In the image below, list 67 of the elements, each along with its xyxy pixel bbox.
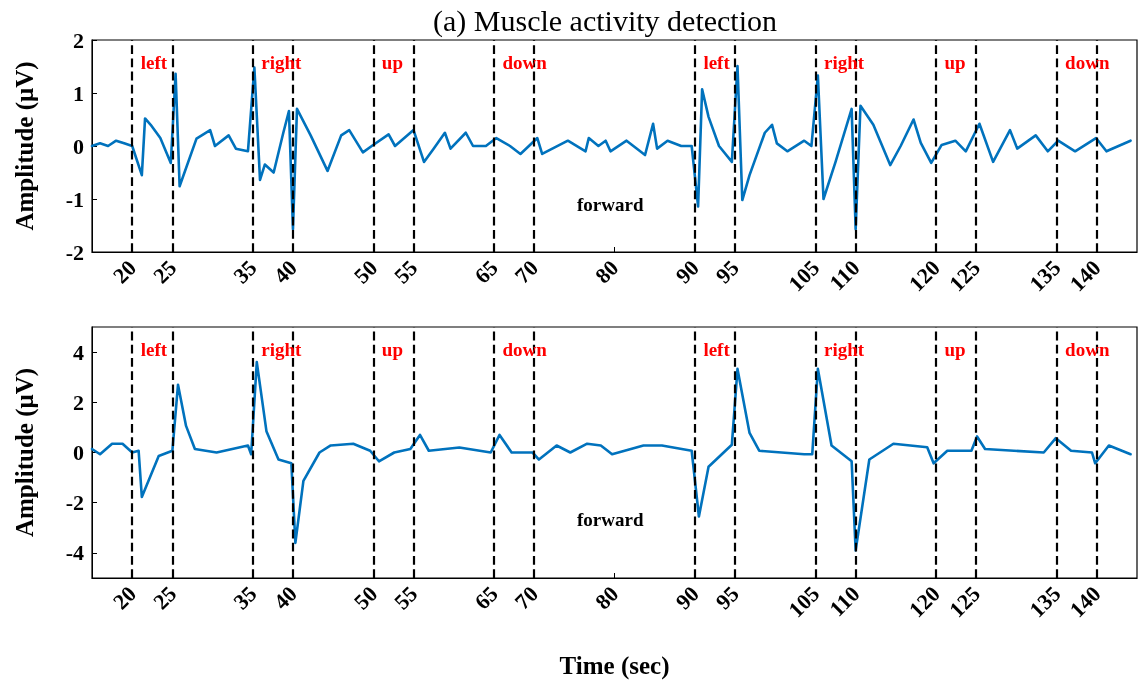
y-axis-title: Amplitude (μV) (11, 367, 39, 538)
y-tick-label: 0 (73, 133, 84, 159)
y-tick-label: -2 (65, 490, 84, 516)
x-tick-label: 40 (268, 255, 302, 289)
x-axis-title: Time (sec) (559, 652, 670, 680)
x-tick-label: 105 (783, 581, 825, 623)
x-tick-label: 110 (824, 581, 865, 622)
annotation: forward (577, 193, 644, 215)
x-tick-label: 125 (944, 255, 986, 297)
annotation: forward (577, 509, 644, 531)
ref-line-label: right (261, 338, 303, 360)
x-tick-label: 50 (348, 581, 383, 615)
x-tick-label: 95 (710, 581, 744, 615)
ref-line-label: down (502, 51, 548, 73)
x-tick-label: 55 (389, 255, 423, 289)
x-tick-label: 25 (148, 255, 182, 289)
ref-line-label: right (261, 51, 303, 73)
ref-line-label: left (703, 51, 731, 73)
ref-line-label: up (381, 338, 403, 360)
x-tick-label: 55 (389, 581, 423, 615)
x-tick-label: 20 (107, 581, 142, 615)
x-tick-label: 20 (107, 255, 142, 289)
x-tick-label: 80 (590, 581, 624, 615)
ref-line-label: right (823, 51, 865, 73)
x-tick-label: 25 (148, 581, 182, 615)
y-tick-label: 0 (73, 440, 84, 465)
x-tick-label: 140 (1064, 255, 1106, 297)
ref-line-label: down (1065, 338, 1110, 360)
ref-line-label: left (140, 51, 168, 73)
y-tick-label: -4 (65, 540, 84, 566)
x-tick-label: 105 (783, 255, 825, 297)
y-tick-label: 2 (73, 27, 84, 53)
x-tick-label: 65 (469, 581, 503, 615)
x-tick-label: 35 (228, 255, 262, 289)
ref-line-label: up (381, 51, 403, 73)
x-tick-label: 65 (469, 255, 503, 289)
ref-line-label: down (1065, 51, 1110, 73)
ref-line-label: down (502, 338, 548, 360)
chart-title: (a) Muscle activity detection (432, 3, 778, 38)
x-tick-label: 95 (710, 255, 744, 289)
x-tick-label: 90 (670, 255, 704, 289)
y-tick-label: -2 (65, 239, 84, 265)
y-axis-title: Amplitude (μV) (11, 61, 39, 231)
y-tick-label: 4 (73, 339, 84, 365)
x-tick-label: 135 (1024, 581, 1066, 623)
x-tick-label: 120 (903, 255, 945, 297)
x-tick-label: 70 (509, 255, 543, 289)
x-tick-label: 40 (268, 581, 302, 615)
y-tick-label: -1 (65, 186, 84, 212)
ref-line-label: right (823, 338, 865, 360)
ref-line-label: up (944, 51, 966, 73)
x-tick-label: 50 (348, 255, 383, 289)
x-tick-label: 90 (670, 581, 704, 615)
x-tick-label: 70 (509, 581, 543, 615)
ref-line-label: left (703, 338, 731, 360)
x-tick-label: 125 (944, 581, 986, 623)
ref-line-label: up (944, 338, 966, 360)
y-tick-label: 2 (73, 389, 84, 415)
x-tick-label: 35 (228, 581, 262, 615)
y-tick-label: 1 (73, 80, 84, 106)
x-tick-label: 140 (1064, 581, 1106, 623)
line-series (90, 360, 1132, 552)
x-tick-label: 110 (824, 255, 865, 296)
x-tick-label: 80 (590, 255, 624, 289)
x-tick-label: 120 (903, 581, 945, 623)
ref-line-label: left (140, 338, 168, 360)
x-tick-label: 135 (1024, 255, 1066, 297)
